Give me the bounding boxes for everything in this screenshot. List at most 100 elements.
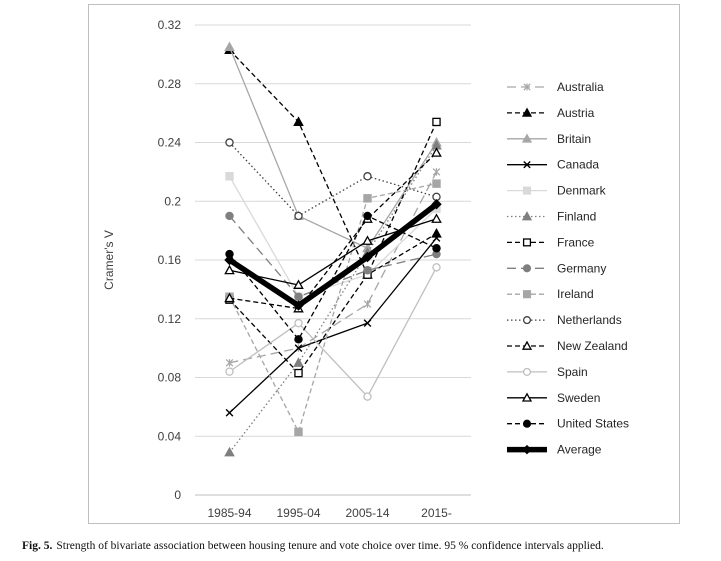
legend-label: Australia [557, 80, 604, 94]
series-line [229, 49, 437, 276]
series-france [225, 117, 441, 378]
series-line [227, 202, 439, 309]
legend-item: New Zealand [507, 339, 628, 353]
series-new-zealand [224, 147, 442, 313]
legend-marker [522, 186, 532, 195]
legend-label: Sweden [557, 391, 600, 405]
series-line [229, 152, 437, 310]
data-point [432, 168, 441, 176]
data-point [431, 147, 442, 157]
data-point [363, 266, 372, 275]
data-point [225, 138, 234, 147]
data-point [432, 179, 441, 188]
data-point [293, 300, 304, 311]
data-point [363, 319, 372, 328]
legend-marker [521, 392, 533, 402]
legend-label: Canada [557, 158, 599, 172]
legend-marker [523, 83, 531, 91]
legend-marker [521, 211, 533, 221]
data-point [432, 117, 441, 127]
y-tick-label: 0.12 [158, 312, 182, 326]
data-point [224, 264, 235, 275]
legend: Australia Austria Britain Canada Denmark Finl… [507, 80, 629, 457]
data-point [225, 367, 234, 376]
x-tick-label: 1995-04 [276, 506, 320, 520]
legend-item: Sweden [507, 391, 600, 405]
legend-marker [521, 133, 533, 143]
series-line [228, 145, 438, 453]
y-tick-label: 0.24 [158, 136, 182, 150]
data-point [293, 116, 304, 126]
data-point [224, 292, 235, 303]
series-spain [225, 263, 441, 401]
y-tick-label: 0.32 [158, 18, 182, 32]
y-tick-label: 0.2 [164, 194, 181, 208]
y-tick-label: 0.16 [158, 253, 182, 267]
series-line [229, 237, 438, 414]
series-britain [224, 41, 442, 253]
legend-item: Spain [507, 365, 588, 379]
legend-item: Netherlands [507, 313, 622, 327]
legend-item: Ireland [507, 287, 594, 301]
data-point [294, 292, 303, 301]
data-point [432, 263, 441, 272]
legend-label: Netherlands [557, 313, 622, 327]
data-point [363, 300, 372, 308]
legend-label: France [557, 235, 595, 249]
legend-item: Australia [507, 80, 604, 94]
line-chart: 0 0.04 0.08 0.12 0.16 0.2 0.24 0.28 0.32 1985-94 1… [102, 18, 629, 520]
x-tick-label: 1985-94 [207, 506, 251, 520]
y-tick-label: 0.04 [158, 429, 182, 443]
data-point [363, 172, 372, 181]
series-line [229, 121, 438, 374]
series-line [228, 175, 437, 298]
legend-item: Canada [507, 158, 599, 172]
data-point [294, 427, 303, 437]
legend-item: Finland [507, 210, 596, 224]
figure-caption: Fig. 5. Strength of bivariate association… [22, 540, 712, 552]
x-tick-label: 2005-14 [345, 506, 389, 520]
series-ireland [225, 179, 441, 437]
legend-label: Britain [557, 132, 591, 146]
series-average [224, 198, 442, 311]
legend-marker [522, 367, 532, 376]
legend-marker [523, 161, 531, 169]
data-point [363, 194, 372, 203]
legend-label: United States [557, 417, 629, 431]
data-point [362, 235, 373, 245]
data-point [294, 344, 303, 352]
legend-label: Denmark [557, 184, 607, 198]
data-point [363, 211, 372, 221]
data-point [294, 318, 303, 328]
data-point [224, 254, 235, 266]
y-tick-label: 0 [174, 488, 181, 502]
data-point [294, 368, 303, 378]
data-point [431, 213, 442, 223]
legend-marker [522, 238, 532, 247]
legend-item: Britain [507, 132, 591, 146]
legend-label: Austria [557, 106, 595, 120]
data-point [432, 244, 441, 253]
y-tick-label: 0.08 [158, 371, 182, 385]
data-point [294, 211, 303, 221]
series-austria [224, 44, 442, 279]
legend-item: United States [507, 417, 629, 431]
legend-label: Finland [557, 210, 596, 224]
data-point [293, 279, 304, 289]
data-point [224, 446, 235, 457]
data-point [363, 392, 372, 401]
data-point [432, 234, 441, 242]
legend-marker [522, 264, 532, 273]
legend-label: Ireland [557, 287, 594, 301]
legend-item: Austria [507, 106, 595, 120]
data-point [224, 41, 235, 52]
legend-item: France [507, 235, 595, 249]
series-line [229, 267, 438, 398]
legend-item: Average [507, 443, 602, 457]
data-point [294, 335, 303, 344]
legend-label: Germany [557, 261, 606, 275]
figure-label: Fig. 5. [22, 540, 53, 552]
data-point [362, 251, 373, 263]
series-netherlands [225, 138, 441, 221]
series-line [228, 182, 437, 433]
